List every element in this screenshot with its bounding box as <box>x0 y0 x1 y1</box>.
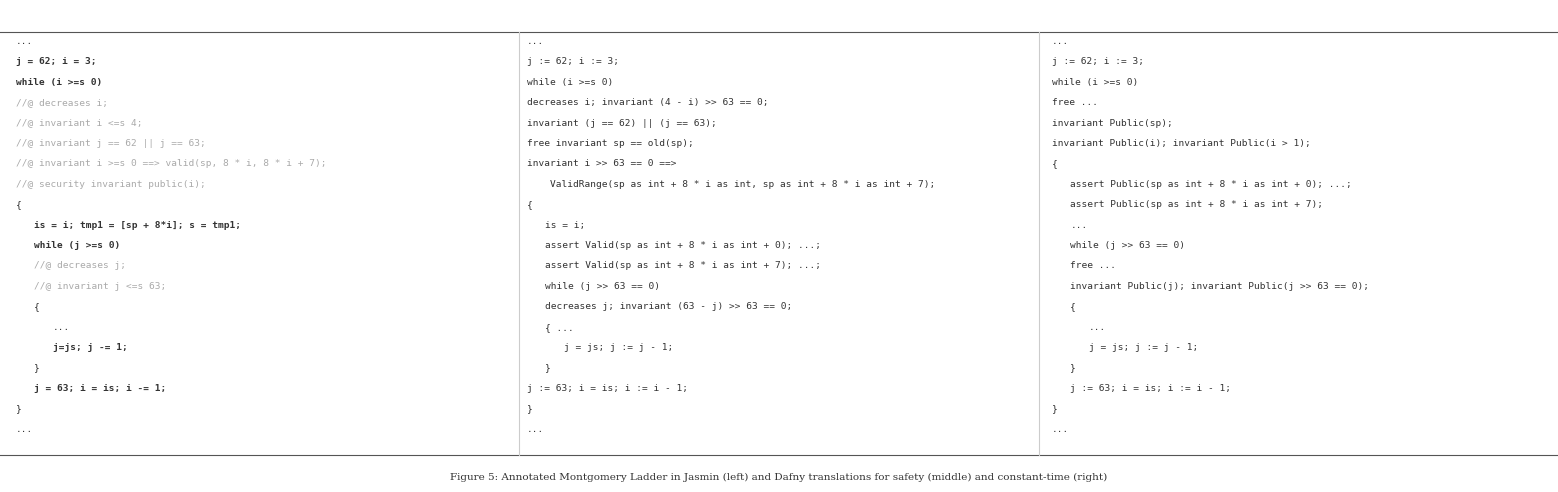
Text: }: } <box>545 364 552 372</box>
Text: j = 63; i = is; i -= 1;: j = 63; i = is; i -= 1; <box>34 384 167 393</box>
Text: //@ invariant j == 62 || j == 63;: //@ invariant j == 62 || j == 63; <box>16 139 206 148</box>
Text: while (j >=s 0): while (j >=s 0) <box>34 241 120 250</box>
Text: j=js; j -= 1;: j=js; j -= 1; <box>53 343 128 352</box>
Text: invariant Public(i); invariant Public(i > 1);: invariant Public(i); invariant Public(i … <box>1052 139 1310 148</box>
Text: decreases i; invariant (4 - i) >> 63 == 0;: decreases i; invariant (4 - i) >> 63 == … <box>527 98 768 107</box>
Text: free invariant sp == old(sp);: free invariant sp == old(sp); <box>527 139 693 148</box>
Text: ...: ... <box>16 425 33 434</box>
Text: j = js; j := j - 1;: j = js; j := j - 1; <box>1089 343 1198 352</box>
Text: ...: ... <box>527 37 544 46</box>
Text: assert Public(sp as int + 8 * i as int + 7);: assert Public(sp as int + 8 * i as int +… <box>1070 200 1323 209</box>
Text: //@ decreases j;: //@ decreases j; <box>34 261 126 271</box>
Text: ...: ... <box>1089 323 1106 332</box>
Text: j := 62; i := 3;: j := 62; i := 3; <box>1052 57 1144 66</box>
Text: while (j >> 63 == 0): while (j >> 63 == 0) <box>1070 241 1186 250</box>
Text: }: } <box>1070 364 1077 372</box>
Text: ValidRange(sp as int + 8 * i as int, sp as int + 8 * i as int + 7);: ValidRange(sp as int + 8 * i as int, sp … <box>527 180 935 189</box>
Text: }: } <box>527 404 533 413</box>
Text: ...: ... <box>16 37 33 46</box>
Text: invariant (j == 62) || (j == 63);: invariant (j == 62) || (j == 63); <box>527 119 717 127</box>
Text: }: } <box>34 364 41 372</box>
Text: j = 62; i = 3;: j = 62; i = 3; <box>16 57 97 66</box>
Text: assert Valid(sp as int + 8 * i as int + 0); ...;: assert Valid(sp as int + 8 * i as int + … <box>545 241 821 250</box>
Text: while (i >=s 0): while (i >=s 0) <box>527 78 612 87</box>
Text: invariant i >> 63 == 0 ==>: invariant i >> 63 == 0 ==> <box>527 159 676 168</box>
Text: {: { <box>34 302 41 311</box>
Text: //@ invariant i >=s 0 ==> valid(sp, 8 * i, 8 * i + 7);: //@ invariant i >=s 0 ==> valid(sp, 8 * … <box>16 159 326 168</box>
Text: assert Public(sp as int + 8 * i as int + 0); ...;: assert Public(sp as int + 8 * i as int +… <box>1070 180 1352 189</box>
Text: {: { <box>527 200 533 209</box>
Text: while (j >> 63 == 0): while (j >> 63 == 0) <box>545 282 661 291</box>
Text: j := 62; i := 3;: j := 62; i := 3; <box>527 57 619 66</box>
Text: while (i >=s 0): while (i >=s 0) <box>1052 78 1137 87</box>
Text: free ...: free ... <box>1052 98 1098 107</box>
Text: decreases j; invariant (63 - j) >> 63 == 0;: decreases j; invariant (63 - j) >> 63 ==… <box>545 302 793 311</box>
Text: //@ invariant j <=s 63;: //@ invariant j <=s 63; <box>34 282 167 291</box>
Text: ...: ... <box>53 323 70 332</box>
Text: j = js; j := j - 1;: j = js; j := j - 1; <box>564 343 673 352</box>
Text: invariant Public(sp);: invariant Public(sp); <box>1052 119 1173 127</box>
Text: Figure 5: Annotated Montgomery Ladder in Jasmin (left) and Dafny translations fo: Figure 5: Annotated Montgomery Ladder in… <box>450 473 1108 482</box>
Text: ...: ... <box>1052 425 1069 434</box>
Text: { ...: { ... <box>545 323 573 332</box>
Text: {: { <box>1070 302 1077 311</box>
Text: assert Valid(sp as int + 8 * i as int + 7); ...;: assert Valid(sp as int + 8 * i as int + … <box>545 261 821 271</box>
Text: is = i; tmp1 = [sp + 8*i]; s = tmp1;: is = i; tmp1 = [sp + 8*i]; s = tmp1; <box>34 220 241 230</box>
Text: //@ security invariant public(i);: //@ security invariant public(i); <box>16 180 206 189</box>
Text: }: } <box>1052 404 1058 413</box>
Text: ...: ... <box>1070 220 1087 230</box>
Text: is = i;: is = i; <box>545 220 586 230</box>
Text: {: { <box>16 200 22 209</box>
Text: //@ invariant i <=s 4;: //@ invariant i <=s 4; <box>16 119 142 127</box>
Text: }: } <box>16 404 22 413</box>
Text: j := 63; i = is; i := i - 1;: j := 63; i = is; i := i - 1; <box>527 384 687 393</box>
Text: invariant Public(j); invariant Public(j >> 63 == 0);: invariant Public(j); invariant Public(j … <box>1070 282 1369 291</box>
Text: ...: ... <box>1052 37 1069 46</box>
Text: ...: ... <box>527 425 544 434</box>
Text: //@ decreases i;: //@ decreases i; <box>16 98 108 107</box>
Text: {: { <box>1052 159 1058 168</box>
Text: j := 63; i = is; i := i - 1;: j := 63; i = is; i := i - 1; <box>1070 384 1231 393</box>
Text: free ...: free ... <box>1070 261 1117 271</box>
Text: while (i >=s 0): while (i >=s 0) <box>16 78 101 87</box>
